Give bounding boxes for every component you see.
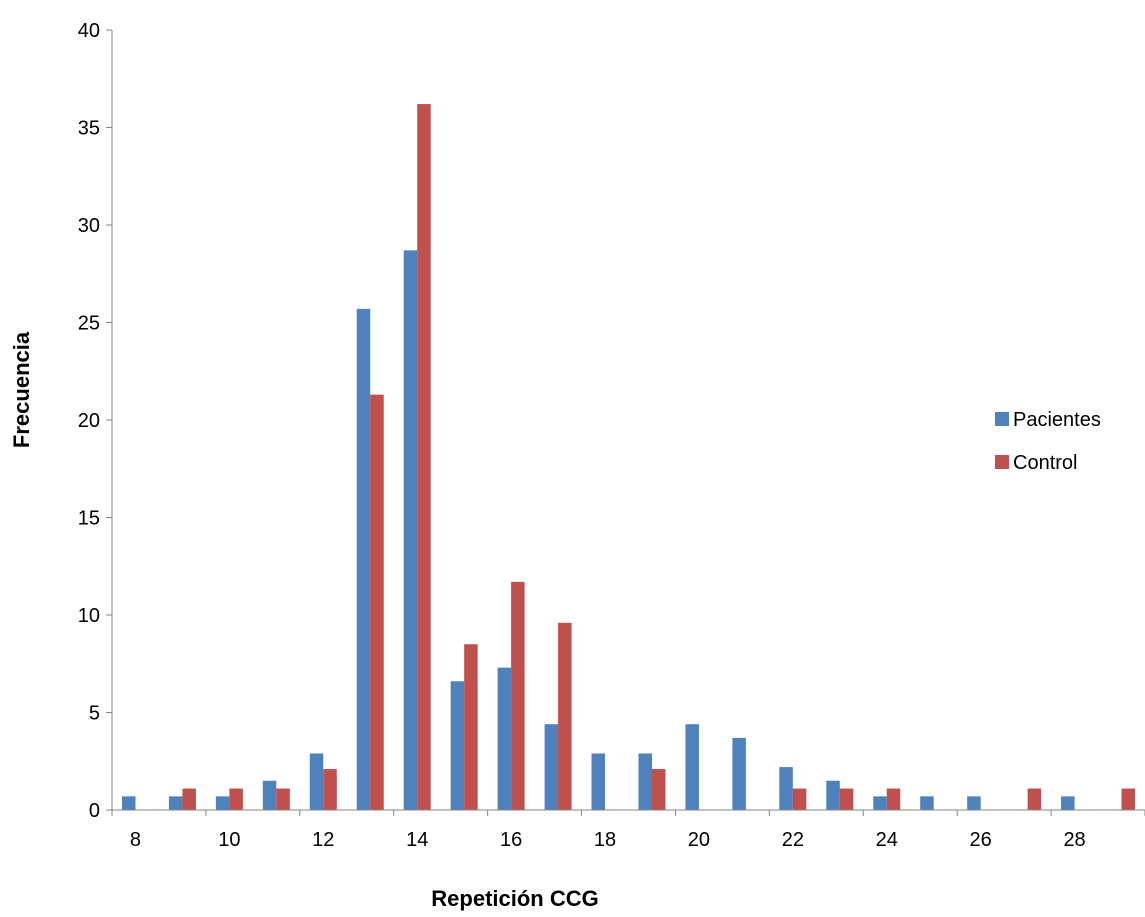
x-tick-label: 8 [130,829,141,851]
bar-pacientes-17 [544,724,559,810]
x-tick-label: 28 [1063,829,1085,851]
bar-control-15 [464,644,478,810]
y-tick-label: 5 [89,703,100,725]
bar-pacientes-21 [732,737,746,810]
bar-pacientes-28 [1061,796,1075,810]
y-tick-label: 0 [89,800,100,822]
bar-pacientes-11 [262,780,277,810]
bar-pacientes-16 [497,667,512,810]
bar-pacientes-9 [168,796,183,810]
bar-pacientes-23 [826,780,840,810]
bar-pacientes-10 [215,796,230,810]
bar-control-19 [651,769,666,810]
bar-pacientes-14 [403,250,418,811]
bar-control-24 [886,788,901,810]
bar-pacientes-24 [873,796,887,810]
x-tick-label: 10 [218,829,240,851]
bar-control-22 [792,788,807,810]
y-tick-label: 15 [78,508,100,530]
bar-pacientes-19 [638,753,652,810]
x-tick-label: 12 [312,829,334,851]
y-tick-label: 20 [78,410,100,432]
x-tick-label: 24 [876,829,898,851]
y-axis-title: Frecuencia [9,331,34,448]
x-axis-title: Repetición CCG [431,886,598,911]
bar-control-12 [323,769,337,810]
x-tick-label: 26 [970,829,992,851]
bar-pacientes-12 [309,753,324,810]
x-axis-ticks: 8 10 12 14 16 18 20 22 24 26 28 [111,810,1145,851]
bar-control-10 [229,788,243,810]
bar-pacientes-15 [450,681,465,810]
bar-pacientes-8 [121,796,136,810]
bar-pacientes-26 [967,796,981,810]
x-tick-label: 16 [500,829,522,851]
bar-control-29 [1121,788,1136,810]
bar-control-11 [276,788,290,810]
y-tick-label: 35 [78,118,100,140]
bar-pacientes-20 [685,724,699,810]
bar-pacientes-22 [779,767,793,810]
legend-label-control: Control [1013,452,1077,474]
bar-control-23 [839,788,854,810]
y-tick-label: 25 [78,313,100,335]
bar-pacientes-18 [591,753,606,810]
bar-control-13 [370,394,384,810]
x-tick-label: 20 [688,829,710,851]
legend-swatch-control [995,455,1009,469]
bar-control-27 [1027,788,1042,810]
y-tick-label: 10 [78,605,100,627]
legend: Pacientes Control [995,409,1101,474]
x-tick-label: 18 [594,829,616,851]
bars-layer [121,104,1136,811]
legend-label-pacientes: Pacientes [1013,409,1101,431]
bar-control-16 [511,581,525,810]
y-tick-label: 30 [78,215,100,237]
bar-control-14 [417,104,431,811]
bar-control-17 [558,622,572,810]
y-axis-ticks: 0 5 10 15 20 25 30 35 40 [78,20,112,822]
y-tick-label: 40 [78,20,100,42]
bar-pacientes-13 [356,308,371,810]
bar-control-9 [182,788,196,810]
x-tick-label: 22 [782,829,804,851]
axes-layer [111,30,1145,811]
x-tick-label: 14 [406,829,428,851]
bar-pacientes-25 [920,796,934,810]
legend-swatch-pacientes [995,412,1009,426]
